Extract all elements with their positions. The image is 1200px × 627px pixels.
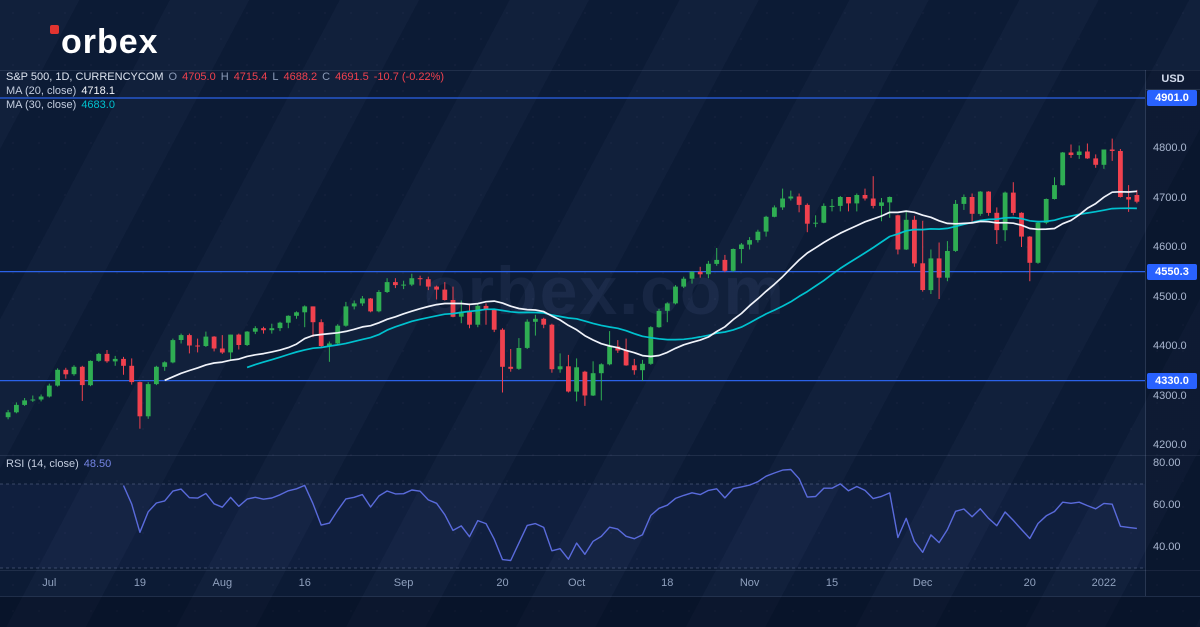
time-tick-label: Aug — [212, 577, 233, 589]
time-tick-label: Dec — [912, 577, 933, 589]
logo-dot-icon — [50, 25, 59, 34]
time-tick-label: 20 — [1023, 577, 1036, 589]
ma20-legend-row: MA (20, close) 4718.1 — [6, 85, 115, 98]
rsi-tick-label: 60.00 — [1153, 499, 1181, 511]
price-level-badge: 4550.3 — [1147, 263, 1197, 280]
price-tick-label: 4400.0 — [1153, 340, 1187, 352]
time-tick-label: Nov — [739, 577, 760, 589]
price-level-badge: 4901.0 — [1147, 90, 1197, 106]
price-tick-label: 4800.0 — [1153, 142, 1187, 154]
axis-divider — [1145, 70, 1146, 596]
bottom-strip — [0, 597, 1200, 627]
price-tick-label: 4700.0 — [1153, 191, 1187, 204]
open-label: O — [168, 71, 178, 83]
change-value: -10.7 (-0.22%) — [373, 71, 445, 83]
time-tick-label: 18 — [661, 577, 674, 589]
high-label: H — [220, 71, 229, 83]
low-value: 4688.2 — [283, 71, 318, 83]
price-tick-label: 4500.0 — [1153, 290, 1187, 303]
price-level-badge: 4330.0 — [1147, 372, 1197, 389]
time-tick-label: 2022 — [1091, 577, 1117, 589]
price-tick-label: 4600.0 — [1153, 241, 1187, 253]
high-value: 4715.4 — [233, 71, 268, 83]
price-axis[interactable]: USD 4800.0 4700.0 4600.0 4500.0 4400.0 4300.0… — [1146, 70, 1200, 596]
time-tick-label: 15 — [825, 577, 839, 589]
symbol-title: S&P 500, 1D, CURRENCYCOM — [6, 71, 164, 83]
price-tick-label: 4300.0 — [1153, 389, 1187, 402]
time-tick-label: Jul — [42, 577, 57, 589]
ma20-label: MA (20, close) — [6, 85, 77, 97]
rsi-label: RSI (14, close) — [6, 458, 79, 470]
currency-label: USD — [1146, 70, 1200, 90]
rsi-tick-label: 40.00 — [1153, 541, 1181, 553]
pane-divider[interactable] — [0, 455, 1200, 456]
low-label: L — [272, 71, 279, 83]
close-label: C — [322, 71, 331, 83]
ma30-legend-row: MA (30, close) 4683.0 — [6, 99, 115, 112]
rsi-value: 48.50 — [83, 458, 112, 470]
ma30-value: 4683.0 — [81, 99, 115, 111]
header-divider — [0, 70, 1200, 71]
time-tick-label: 16 — [298, 577, 311, 589]
rsi-legend-row: RSI (14, close) 48.50 — [6, 458, 111, 471]
close-value: 4691.5 — [335, 71, 369, 83]
time-tick-label: 19 — [133, 577, 147, 589]
rsi-bottom-divider — [0, 570, 1200, 571]
ma20-value: 4718.1 — [81, 85, 115, 97]
ma30-label: MA (30, close) — [6, 99, 77, 111]
open-value: 4705.0 — [182, 71, 216, 83]
chart-bottom-divider — [0, 596, 1200, 597]
logo-text: orbex — [61, 23, 159, 61]
time-tick-label: Sep — [393, 577, 414, 589]
rsi-tick-label: 80.00 — [1153, 457, 1181, 469]
price-tick-label: 4200.0 — [1153, 439, 1187, 451]
orbex-logo: orbex — [50, 22, 159, 62]
time-tick-label: Oct — [568, 577, 586, 589]
time-axis[interactable]: Jul 19 Aug 16 Sep 20 Oct 18 Nov 15 Dec 20 2022 — [0, 571, 1145, 596]
time-tick-label: 20 — [496, 577, 509, 589]
symbol-info-row: S&P 500, 1D, CURRENCYCOM O 4705.0 H 4715… — [6, 71, 444, 84]
